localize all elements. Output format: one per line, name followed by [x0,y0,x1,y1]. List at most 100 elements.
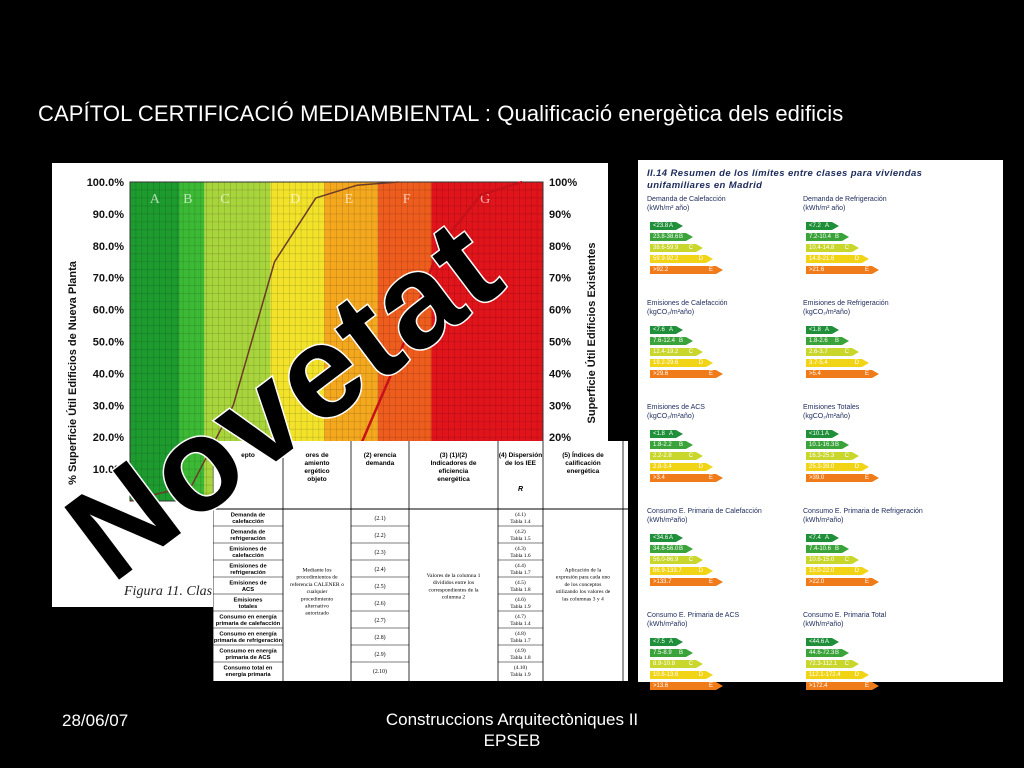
table-header: energética [437,476,470,483]
limits-bar: 3.7-5.4 D [806,359,869,367]
table-row-concept: Emisiones [234,598,263,604]
table-header: Indicadores de [431,460,477,467]
table-header: (4) Dispersión [499,452,542,459]
table-header: amiento [305,460,330,467]
limits-block: Emisiones de ACS (kgCO₂/m²año) <1.8 A 1.8-2.… [647,404,817,482]
limits-bar-letter: B [834,442,839,448]
limits-bar-value: >29.6 [653,371,669,377]
limits-bar-value: 72.3-112.1 [809,661,838,667]
y-tick-left: 70.0% [93,273,124,285]
limits-bar-tip [676,430,683,438]
limits-block: Emisiones de Refrigeración (kgCO₂/m²año) <… [803,300,973,378]
limits-summary-title: II.14 Resumen de los límites entre clase… [647,168,923,191]
limits-bar-tip [706,255,713,263]
limits-bar-tip [862,671,869,679]
limits-bar-tip [832,222,839,230]
table-header: objeto [307,476,327,483]
class-letter: B [183,192,192,207]
limits-bar-value: 7.5-8.9 [653,650,672,656]
y-tick-left: 20.0% [93,432,124,444]
table-col1-note: autorizado [305,611,329,617]
table-col5-note: las columnas 3 y 4 [562,596,604,602]
table-col5-note: expresión para cada uno [556,575,610,581]
footer-course: Construccions Arquitectòniques II EPSEB [362,709,662,751]
table-row-ref: (2.4) [374,566,385,573]
title-separator: : [478,101,498,126]
y-tick-left: 50.0% [93,337,124,349]
table-row-concept: refrigeración [230,570,266,576]
limits-bar: >172.4 E [806,682,879,690]
limits-bar-tip [686,233,693,241]
limits-bar: >5.4 E [806,370,879,378]
limits-block-unit: (kWh/m² año) [803,204,846,212]
footer-course-line1: Construccions Arquitectòniques II [385,710,639,729]
limits-bar-tip [862,255,869,263]
limits-block-title: Demanda de Calefacción [647,196,726,203]
limits-bar: 14.8-21.6 D [806,255,869,263]
limits-block-title: Consumo E. Primaria de ACS [647,612,740,619]
limits-bar: >39.0 E [806,474,879,482]
limits-bar-tip [706,463,713,471]
y-tick-left: 80.0% [93,241,124,253]
limits-bar-value: 15.0-22.0 [809,568,835,574]
limits-bar: 8.9-10.8 C [650,660,703,668]
table-row-disp: (4.8) [515,630,526,637]
table-col3-note: Valores de la columna 1 [427,573,481,579]
limits-bar-value: >13.6 [653,683,669,689]
limits-bar-value: 23.8-38.6 [653,234,679,240]
limits-bar-letter: C [844,349,849,355]
table-row-disp: Tabla 1.4 [510,621,531,627]
table-row-disp: (4.10) [514,664,527,671]
limits-bar-letter: B [678,442,683,448]
y-tick-left: 30.0% [93,400,124,412]
limits-bar: 7.4-10.6 B [806,545,849,553]
limits-bar-value: 16.3-25.3 [809,453,835,459]
limits-bar-tip [676,638,683,646]
limits-block-unit: (kgCO₂/m²año) [803,308,851,316]
limits-bar-tip [872,578,879,586]
limits-bar-letter: D [854,360,859,366]
limits-bar: >3.4 E [650,474,723,482]
table-col3-note: correspondientes de la [428,587,479,593]
limits-bar: 59.9-92.2 D [650,255,713,263]
series-line [129,181,399,502]
limits-block-unit: (kWh/m²año) [647,516,688,524]
limits-bar-value: <7.4 [809,535,821,541]
limits-bar-value: 7.4-10.6 [809,546,832,552]
limits-bar-letter: E [864,683,869,689]
limits-bar: 7.2-10.4 B [806,233,849,241]
limits-bar-value: 10.6-15.0 [809,557,835,563]
table-col1-note: procedimientos de [296,575,338,581]
limits-bar-letter: E [708,475,713,481]
table-row-concept: Emisiones de [229,581,267,587]
limits-bar-value: <7.6 [653,327,665,333]
table-row-ref: (2.2) [374,532,385,539]
table-header: calificación [565,460,600,467]
table-row-concept: Consumo en energía [219,649,277,655]
limits-bar-value: 86.9-133.7 [653,568,682,574]
limits-bar-tip [862,359,869,367]
limits-bar-letter: C [844,245,849,251]
limits-bar-tip [716,370,723,378]
limits-bar-value: <1.8 [809,327,821,333]
limits-block-title: Demanda de Refrigeración [803,196,887,203]
limits-block: Consumo E. Primaria de Calefacción (kWh/m… [647,508,817,586]
limits-block-title: Consumo E. Primaria de Refrigeración [803,508,923,515]
limits-bar-letter: C [688,245,693,251]
limits-bar: >21.6 E [806,266,879,274]
limits-block-unit: (kWh/m²año) [803,516,844,524]
title-main: CAPÍTOL CERTIFICACIÓ MEDIAMBIENTAL [38,101,479,126]
limits-summary-panel: II.14 Resumen de los límites entre clase… [638,160,1003,690]
limits-bar-tip [832,430,839,438]
limits-bar: 15.0-22.0 D [806,567,869,575]
limits-bar-value: 2.2-2.8 [653,453,672,459]
table-col5-note: Aplicación de la [565,568,602,574]
limits-bar: 10.4-14.8 C [806,244,859,252]
limits-bar-letter: B [834,234,839,240]
limits-bar: 112.1-172.4 D [806,671,869,679]
table-row-disp: Tabla 1.7 [510,638,531,644]
limits-bar-tip [832,638,839,646]
limits-bar-tip [832,326,839,334]
limits-bar-tip [716,474,723,482]
limits-bar-value: 56.0-86.9 [653,557,679,563]
